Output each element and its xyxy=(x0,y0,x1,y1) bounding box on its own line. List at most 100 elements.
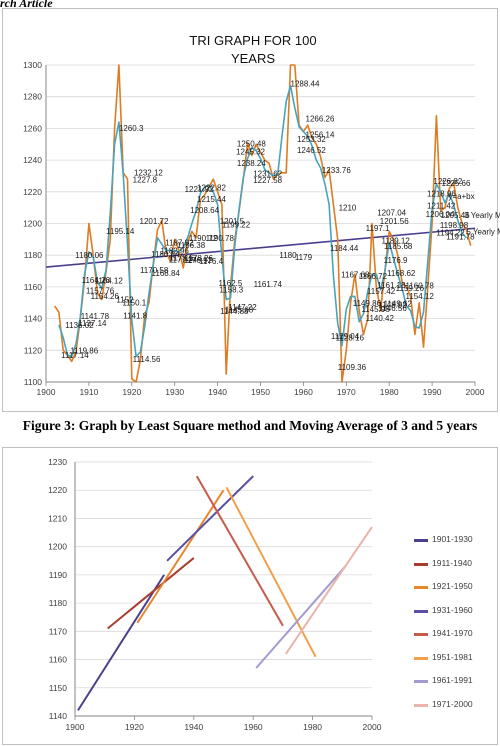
data-label: 1225.66 xyxy=(442,179,471,188)
y-tick-label: 1150 xyxy=(49,683,68,693)
data-label: 1114.56 xyxy=(133,355,161,364)
data-label: 1179 xyxy=(295,253,313,262)
data-label: 1208.64 xyxy=(190,206,219,215)
data-label: 1221.92 xyxy=(185,185,214,194)
y-tick-label: 1300 xyxy=(23,60,42,70)
series-line-1931-1960 xyxy=(166,475,254,562)
data-label: 1180 xyxy=(279,251,297,260)
x-tick-label: 1920 xyxy=(122,387,141,397)
series-line-moving-average xyxy=(58,84,467,358)
legend-label: 1901-1930 xyxy=(432,534,473,544)
chart-title-line-1: TRI GRAPH FOR 100 xyxy=(189,33,316,48)
legend-swatch xyxy=(414,656,428,660)
data-label: 1170.58 xyxy=(140,266,169,275)
y-tick-label: 1160 xyxy=(49,655,68,665)
data-label: 1256.14 xyxy=(306,131,335,140)
data-label: 1189.12 xyxy=(381,237,410,246)
data-label: 1288.44 xyxy=(291,79,320,88)
data-label: 1140.42 xyxy=(366,314,395,323)
data-label: 1164.26 xyxy=(82,276,111,285)
data-label: 1148.92 xyxy=(378,300,407,309)
data-label: 1211.42 xyxy=(427,201,456,210)
y-tick-label: 1220 xyxy=(23,187,42,197)
data-label: 1178.6 xyxy=(170,253,194,262)
data-label: 1167.68 xyxy=(341,271,370,280)
data-label: 1141.78 xyxy=(81,312,110,321)
y-tick-label: 1140 xyxy=(49,711,68,721)
data-label: 1178.26 xyxy=(185,254,214,263)
series-line-1921-1950 xyxy=(136,489,225,624)
y-tick-label: 1210 xyxy=(48,513,67,523)
data-label: 1150.1 xyxy=(122,299,146,308)
data-label: 1117.14 xyxy=(61,351,89,360)
x-tick-label: 1910 xyxy=(79,387,98,397)
data-label: y=a+bx xyxy=(448,192,474,201)
y-tick-label: 1140 xyxy=(24,314,43,324)
data-label: 1227.8 xyxy=(133,175,158,184)
data-label: 1176.9 xyxy=(384,256,408,265)
x-tick-label: 2000 xyxy=(466,387,485,397)
figure-4-frame xyxy=(2,447,498,745)
data-label: 1186.38 xyxy=(177,241,206,250)
data-label: 1201.56 xyxy=(380,217,409,226)
y-tick-label: 1230 xyxy=(48,457,67,467)
legend-label: 1911-1940 xyxy=(432,557,473,568)
page-header: rch Article xyxy=(0,0,53,10)
legend-swatch xyxy=(414,562,428,566)
legend-swatch xyxy=(414,633,428,636)
x-tick-label: 2000 xyxy=(363,722,382,732)
data-label: 5 Yearly Moving Avg xyxy=(466,227,500,236)
series-line-1961-1991 xyxy=(255,565,347,669)
data-label: 1218.96 xyxy=(427,189,456,198)
data-label: 1238.24 xyxy=(237,159,266,168)
data-label: 1205.46 xyxy=(441,211,470,220)
data-label: 1145.68 xyxy=(225,306,254,315)
legend-swatch xyxy=(414,609,428,613)
legend-swatch xyxy=(414,586,428,589)
series-line-1971-2000 xyxy=(285,526,373,655)
data-label: 1166.72 xyxy=(359,272,388,281)
y-tick-label: 1240 xyxy=(23,155,42,165)
data-label: 1128.16 xyxy=(336,333,365,342)
data-label: 1137.14 xyxy=(78,319,107,328)
data-label: 1129.04 xyxy=(331,332,360,341)
x-tick-label: 1980 xyxy=(303,722,322,732)
legend-label: 1961-1991 xyxy=(432,675,473,685)
y-tick-label: 1200 xyxy=(48,542,67,552)
data-label: 1180.84 xyxy=(151,250,180,259)
data-label: 1149.62 xyxy=(384,299,413,308)
data-label: 1157.42 xyxy=(367,287,396,296)
data-label: 1253.32 xyxy=(297,135,326,144)
y-tick-label: 1260 xyxy=(23,123,42,133)
x-tick-label: 1900 xyxy=(66,722,85,732)
data-label: 1246.52 xyxy=(297,146,326,155)
x-tick-label: 1900 xyxy=(37,387,56,397)
y-tick-label: 1200 xyxy=(23,219,42,229)
data-label: 1162.5 xyxy=(218,279,242,288)
data-label: 1198.98 xyxy=(440,221,469,230)
data-label: 1187.92 xyxy=(165,239,194,248)
data-label: 1149.86 xyxy=(353,299,382,308)
data-label: 1158.3 xyxy=(219,286,243,295)
series-line-1901-1930 xyxy=(77,574,165,711)
data-label: 1232.12 xyxy=(134,169,163,178)
chart-title-line-2: YEARS xyxy=(231,51,275,66)
data-label: 1161.18 xyxy=(377,281,406,290)
series-line-1911-1940 xyxy=(107,557,195,630)
data-label: 1190.72 xyxy=(189,234,218,243)
data-label: 1182.96 xyxy=(161,247,190,256)
data-label: 1119.86 xyxy=(70,347,98,356)
data-label: 1227.58 xyxy=(253,176,282,185)
data-label: 1141.8 xyxy=(123,312,147,321)
y-tick-label: 1280 xyxy=(23,92,42,102)
x-tick-label: 1920 xyxy=(125,722,144,732)
legend-label: 1971-2000 xyxy=(432,698,473,709)
x-tick-label: 1940 xyxy=(208,387,227,397)
data-label: 1260.3 xyxy=(119,124,144,133)
data-label: 1168.84 xyxy=(152,269,181,278)
trend-line xyxy=(45,227,476,268)
y-tick-label: 1120 xyxy=(24,345,43,355)
data-label: 1201.72 xyxy=(140,217,169,226)
